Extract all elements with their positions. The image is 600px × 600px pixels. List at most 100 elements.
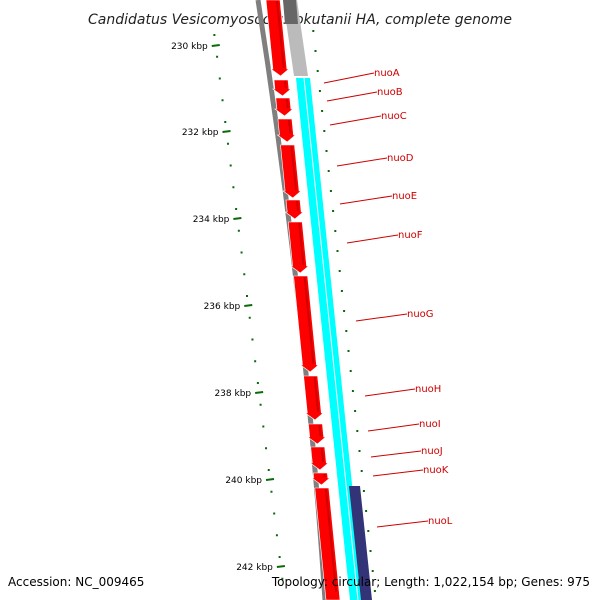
navy-feature-band	[349, 486, 372, 600]
cds-block-shade	[287, 119, 292, 135]
ruler-major-tick	[265, 478, 275, 481]
ruler-dot	[246, 295, 248, 297]
feature-tick	[325, 150, 328, 152]
feature-tick	[316, 70, 319, 72]
ruler-dot	[259, 403, 262, 406]
cds-block-shade	[313, 376, 320, 413]
ruler-dot	[262, 425, 265, 428]
feature-tick	[329, 190, 332, 192]
ruler-label: 236 kbp	[204, 302, 241, 312]
ruler-dot	[224, 121, 227, 123]
gene-label: nuoI	[419, 419, 441, 430]
ruler-dot	[229, 164, 232, 167]
cds-block-shade	[284, 80, 287, 89]
ruler-major-tick	[233, 217, 242, 220]
feature-tick	[343, 310, 346, 312]
ruler-dot	[243, 273, 246, 276]
gene-leader-line	[326, 91, 378, 102]
feature-tick	[340, 290, 343, 292]
gene-leader-line	[346, 234, 399, 244]
feature-tick	[365, 510, 368, 512]
gene-leader-line	[329, 115, 382, 126]
ruler-major-tick	[222, 130, 231, 133]
ruler-dot	[226, 142, 229, 145]
feature-tick	[358, 450, 361, 452]
feature-tick	[371, 570, 374, 572]
cds-block	[306, 423, 327, 445]
accession-text: Accession: NC_009465	[8, 575, 144, 589]
gene-label: nuoE	[392, 191, 417, 202]
ruler-dot	[218, 77, 221, 80]
feature-tick	[367, 530, 370, 532]
cds-block	[284, 199, 305, 220]
ruler-label: 232 kbp	[182, 128, 219, 138]
feature-tick	[360, 470, 363, 472]
feature-tick	[347, 350, 350, 352]
cds-block	[287, 221, 310, 274]
ruler-dot	[281, 577, 284, 580]
gene-label: nuoJ	[421, 446, 443, 457]
gene-leader-line	[372, 469, 424, 477]
gene-leader-line	[323, 72, 375, 84]
ruler-major-ticks: 230 kbp 232 kbp 234 kbp 236 kbp 238 kbp 240 k…	[171, 42, 285, 573]
gene-label: nuoA	[374, 68, 400, 79]
gene-leader-line	[370, 450, 422, 458]
feature-tick	[336, 250, 339, 252]
feature-tick	[327, 170, 330, 172]
ruler-dot	[256, 382, 259, 384]
cyan-feature-band	[296, 78, 364, 600]
feature-tick	[321, 110, 324, 112]
ruler-major-tick	[211, 44, 220, 47]
feature-tick	[338, 270, 341, 272]
feature-tick	[373, 590, 376, 592]
cds-block	[303, 375, 325, 421]
ruler-label: 238 kbp	[214, 389, 251, 399]
cds-track	[265, 0, 341, 600]
cds-block	[273, 97, 294, 117]
feature-tick	[351, 390, 354, 392]
cds-block-shade	[320, 447, 325, 463]
outer-ring-arc	[255, 0, 328, 600]
ruler-dot	[216, 55, 219, 58]
gene-label: nuoK	[423, 465, 449, 476]
gene-label: nuoB	[377, 87, 403, 98]
ruler-dot	[237, 229, 240, 232]
feature-tick	[354, 410, 357, 412]
ruler-dot	[278, 556, 281, 558]
gene-leader-line	[336, 157, 388, 167]
ruler-dot	[235, 208, 238, 210]
cds-block-shade	[290, 145, 297, 191]
feature-tick	[312, 30, 315, 32]
gene-leader-line	[339, 195, 393, 205]
gene-label: nuoG	[407, 309, 434, 320]
feature-tick	[332, 210, 335, 212]
ruler-major-tick	[244, 304, 253, 307]
gene-label: nuoC	[381, 111, 407, 122]
feature-tick	[318, 90, 321, 92]
cds-block-shade	[298, 222, 305, 266]
ruler-label: 240 kbp	[225, 476, 262, 486]
cds-block	[271, 79, 292, 97]
feature-tick	[323, 130, 326, 132]
ruler-dot	[221, 99, 224, 102]
gene-leader-line	[364, 388, 416, 397]
feature-tick	[345, 330, 348, 332]
map-title: Candidatus Vesicomyosocius okutanii HA, …	[88, 12, 512, 28]
gray-feature-top-dark	[283, 0, 298, 24]
gene-label: nuoH	[415, 384, 441, 395]
ruler-dot	[248, 316, 251, 319]
ruler-dot	[251, 338, 254, 341]
feature-tick	[369, 550, 372, 552]
gene-label: nuoD	[387, 153, 414, 164]
ruler-dot	[267, 469, 270, 471]
cyan-separator	[303, 77, 359, 600]
ruler-dot	[213, 34, 216, 36]
ruler-dot	[240, 251, 243, 254]
ruler-dot	[275, 534, 278, 537]
gene-leader-line	[367, 423, 420, 432]
ruler-label: 242 kbp	[236, 563, 273, 573]
gene-labels: nuoA nuoB nuoC nuoD nuoE nuoF nuoG nuoH nuoI nuoJ…	[323, 68, 453, 528]
cds-block	[276, 118, 297, 143]
gene-label: nuoF	[398, 230, 423, 241]
